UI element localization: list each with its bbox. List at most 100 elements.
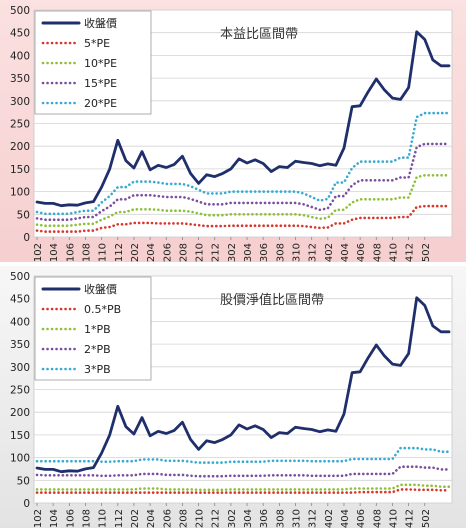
x-tick-label: 2410 xyxy=(388,243,399,262)
y-tick-label: 400 xyxy=(10,50,30,62)
x-tick-label: 2102 xyxy=(33,509,44,528)
legend-label: 15*PE xyxy=(84,77,117,90)
y-tick-label: 450 xyxy=(10,294,30,306)
x-tick-label: 2304 xyxy=(243,243,254,262)
y-tick-label: 500 xyxy=(10,5,30,17)
series-line-0 xyxy=(35,30,451,208)
series-line-1 xyxy=(35,488,451,494)
x-tick-label: 2206 xyxy=(162,509,173,528)
series-line-0 xyxy=(35,296,451,474)
y-tick-label: 300 xyxy=(10,96,30,108)
x-tick-label: 2302 xyxy=(227,243,238,262)
pe-band-chart: 0 50 100 150 200 250 300 350 400 450 500 2102 2104 21… xyxy=(10,5,453,268)
x-tick-label: 2306 xyxy=(259,509,270,528)
x-tick-label: 2502 xyxy=(421,509,432,528)
series-line-3 xyxy=(35,465,451,478)
x-tick-label: 2408 xyxy=(372,243,383,262)
legend-label: 5*PE xyxy=(84,37,110,50)
x-tick-label: 2304 xyxy=(243,509,254,528)
x-tick-label: 2212 xyxy=(211,509,222,528)
legend-box xyxy=(34,276,152,381)
x-tick-label: 2108 xyxy=(81,243,92,262)
x-tick-label: 2108 xyxy=(81,509,92,528)
y-tick-label: 150 xyxy=(10,164,30,176)
x-tick-label: 2104 xyxy=(49,509,60,528)
legend-box xyxy=(34,10,152,115)
series-line-3 xyxy=(35,142,451,221)
x-tick-label: 2310 xyxy=(292,509,303,528)
series-line-1 xyxy=(35,204,451,233)
y-tick-label: 300 xyxy=(10,362,30,374)
x-tick-label: 2204 xyxy=(146,509,157,528)
series-line-2 xyxy=(35,174,451,227)
y-tick-label: 50 xyxy=(17,209,30,221)
x-tick-label: 2404 xyxy=(340,509,351,528)
x-tick-label: 2102 xyxy=(33,243,44,262)
x-tick-label: 2112 xyxy=(114,243,125,262)
pb-band-chart: 0 50 100 150 200 250 300 350 400 450 500 2102 2104 21… xyxy=(10,271,453,532)
legend-label: 0.5*PB xyxy=(84,303,121,316)
x-tick-label: 2406 xyxy=(356,509,367,528)
x-tick-label: 2412 xyxy=(405,243,416,262)
legend-label: 1*PB xyxy=(84,323,111,336)
x-tick-label: 2106 xyxy=(65,243,76,262)
y-tick-label: 350 xyxy=(10,73,30,85)
y-tick-label: 250 xyxy=(10,385,30,397)
x-tick-label: 2206 xyxy=(162,243,173,262)
x-tick-label: 2408 xyxy=(372,509,383,528)
x-tick-label: 2212 xyxy=(211,243,222,262)
x-tick-label: 2204 xyxy=(146,243,157,262)
legend-label: 10*PE xyxy=(84,57,117,70)
x-tick-label: 2406 xyxy=(356,243,367,262)
x-tick-label: 2312 xyxy=(308,243,319,262)
y-tick-label: 150 xyxy=(10,430,30,442)
x-tick-label: 2502 xyxy=(421,243,432,262)
x-tick-label: 2104 xyxy=(49,243,60,262)
y-tick-label: 450 xyxy=(10,28,30,40)
y-tick-label: 0 xyxy=(23,232,30,244)
x-tick-label: 2202 xyxy=(130,243,141,262)
series-line-4 xyxy=(35,446,451,464)
chart-title: 股價淨值比區間帶 xyxy=(220,292,324,308)
legend-label: 20*PE xyxy=(84,97,117,110)
x-tick-label: 2208 xyxy=(178,509,189,528)
series-line-2 xyxy=(35,483,451,492)
x-tick-label: 2412 xyxy=(405,509,416,528)
x-tick-label: 2308 xyxy=(275,509,286,528)
x-tick-label: 2106 xyxy=(65,509,76,528)
y-tick-label: 250 xyxy=(10,119,30,131)
legend-label: 2*PB xyxy=(84,343,111,356)
series-line-4 xyxy=(35,111,451,216)
x-tick-label: 2310 xyxy=(292,243,303,262)
x-tick-label: 2110 xyxy=(98,509,109,528)
y-tick-label: 100 xyxy=(10,453,30,465)
y-tick-label: 400 xyxy=(10,316,30,328)
legend-label: 收盤價 xyxy=(84,282,117,296)
y-tick-label: 100 xyxy=(10,187,30,199)
x-tick-label: 2312 xyxy=(308,509,319,528)
y-tick-label: 0 xyxy=(23,498,30,510)
x-tick-label: 2402 xyxy=(324,509,335,528)
x-tick-label: 2404 xyxy=(340,243,351,262)
x-tick-label: 2402 xyxy=(324,243,335,262)
x-tick-label: 2112 xyxy=(114,509,125,528)
x-tick-label: 2306 xyxy=(259,243,270,262)
chart-title: 本益比區間帶 xyxy=(220,27,298,42)
y-tick-label: 500 xyxy=(10,271,30,283)
y-tick-label: 200 xyxy=(10,141,30,153)
legend-label: 收盤價 xyxy=(84,16,117,30)
y-tick-label: 50 xyxy=(17,475,30,487)
y-tick-label: 200 xyxy=(10,407,30,419)
x-tick-label: 2308 xyxy=(275,243,286,262)
y-tick-label: 350 xyxy=(10,339,30,351)
x-tick-label: 2210 xyxy=(195,243,206,262)
x-tick-label: 2110 xyxy=(98,243,109,262)
x-tick-label: 2208 xyxy=(178,243,189,262)
pb-band-chart-panel: 0 50 100 150 200 250 300 350 400 450 500 2102 2104 21… xyxy=(0,266,466,532)
pe-band-chart-panel: 0 50 100 150 200 250 300 350 400 450 500 2102 2104 21… xyxy=(0,0,466,268)
x-tick-label: 2410 xyxy=(388,509,399,528)
x-tick-label: 2210 xyxy=(195,509,206,528)
x-tick-label: 2202 xyxy=(130,509,141,528)
legend-label: 3*PB xyxy=(84,363,111,376)
x-tick-label: 2302 xyxy=(227,509,238,528)
